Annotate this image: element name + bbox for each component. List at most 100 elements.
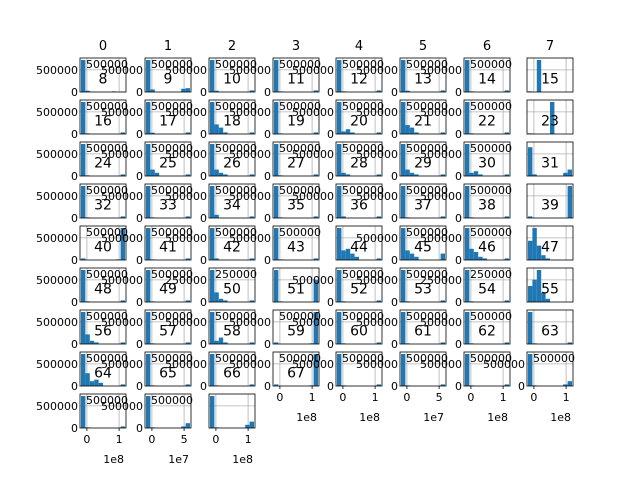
histogram-bar (146, 102, 150, 134)
ytick-label: 500000 (356, 190, 398, 203)
ytick-label: 0 (136, 254, 143, 267)
histogram-bar (250, 422, 254, 428)
histogram-bar (81, 144, 85, 176)
xtick-label: 0 (83, 433, 90, 446)
subplot-label: 55 (541, 282, 559, 298)
ytick-label: 0 (455, 254, 462, 267)
histogram-bar (274, 102, 278, 134)
ytick-label: 0 (136, 170, 143, 183)
ytick-label: 500000 (420, 148, 462, 161)
histogram-bar (274, 60, 278, 92)
ytick-label: 0 (391, 128, 398, 141)
ytick-label: 500000 (229, 232, 271, 245)
histogram-bar (337, 186, 341, 218)
histogram-bar (219, 299, 223, 302)
ytick-label: 500000 (36, 64, 78, 77)
xtick-label: 1 (245, 433, 252, 446)
histogram-bar (355, 257, 359, 260)
ytick-label: 0 (71, 212, 78, 225)
histogram-bar (528, 354, 532, 386)
histogram-bar (528, 241, 532, 260)
xaxis-offset-label: 1e8 (103, 453, 124, 466)
ytick-label: 0 (136, 422, 143, 435)
ytick-label: 0 (327, 86, 334, 99)
ytick-label: 0 (200, 212, 207, 225)
ytick-label: 0 (455, 338, 462, 351)
histogram-bar (146, 312, 150, 344)
histogram-bar (568, 170, 572, 176)
ytick-label: 0 (200, 296, 207, 309)
ytick-label: 0 (391, 212, 398, 225)
subplot-label: 43 (287, 240, 305, 256)
ytick-label: 500000 (292, 106, 334, 119)
histogram-bar (245, 425, 249, 428)
xtick-label: 0 (467, 391, 474, 404)
ytick-label: 0 (71, 128, 78, 141)
histogram-bar (146, 270, 150, 302)
ytick-label: 500000 (483, 358, 525, 371)
ytick-label: 500000 (356, 106, 398, 119)
histogram-bar (568, 381, 572, 386)
ytick-label: 500000 (101, 232, 143, 245)
histogram-bar (441, 254, 445, 260)
ytick-label: 0 (200, 86, 207, 99)
column-title-6: 6 (483, 39, 491, 54)
ytick-label: 500000 (533, 352, 575, 365)
histogram-bar (146, 144, 150, 176)
ytick-label: 0 (71, 254, 78, 267)
ytick-label: 500000 (101, 400, 143, 413)
histogram-bar (401, 144, 405, 176)
ytick-label: 500000 (292, 190, 334, 203)
histogram-bar (337, 102, 341, 134)
histogram-bar (155, 173, 159, 176)
histogram-bar (478, 257, 482, 260)
histogram-bar (528, 286, 532, 302)
histogram-bar (405, 170, 409, 176)
histogram-bar (146, 186, 150, 218)
ytick-label: 500000 (165, 232, 207, 245)
column-title-7: 7 (546, 39, 554, 54)
subplot-39: 47 (527, 226, 573, 260)
histogram-bar (465, 354, 469, 386)
ytick-label: 0 (391, 296, 398, 309)
subplot-label: 50 (223, 282, 241, 298)
histogram-bar (214, 341, 218, 344)
xtick-label: 5 (436, 391, 443, 404)
histogram-bar (337, 60, 341, 92)
xtick-label: 0 (276, 391, 283, 404)
subplot-label: 15 (541, 72, 559, 88)
ytick-label: 500000 (101, 190, 143, 203)
ytick-label: 250000 (215, 268, 257, 281)
column-title-5: 5 (419, 39, 427, 54)
histogram-bar (186, 88, 190, 92)
ytick-label: 500000 (356, 64, 398, 77)
ytick-label: 500000 (356, 148, 398, 161)
ytick-label: 500000 (36, 148, 78, 161)
ytick-label: 0 (391, 254, 398, 267)
histogram-bar (81, 186, 85, 218)
ytick-label: 500000 (470, 142, 512, 155)
subplot-66 (209, 394, 255, 428)
ytick-label: 0 (136, 380, 143, 393)
histogram-bar (405, 250, 409, 260)
histogram-bar (532, 228, 536, 260)
histogram-bar (186, 423, 190, 428)
subplot-label: 30 (478, 156, 496, 172)
histogram-bar (469, 173, 473, 176)
histogram-bar (146, 60, 150, 92)
histogram-bar (465, 60, 469, 92)
subplot-23: 31 (527, 142, 573, 176)
histogram-bar (210, 186, 214, 218)
ytick-label: 500000 (420, 64, 462, 77)
histogram-bar (181, 89, 185, 92)
xtick-label: 1 (116, 433, 123, 446)
